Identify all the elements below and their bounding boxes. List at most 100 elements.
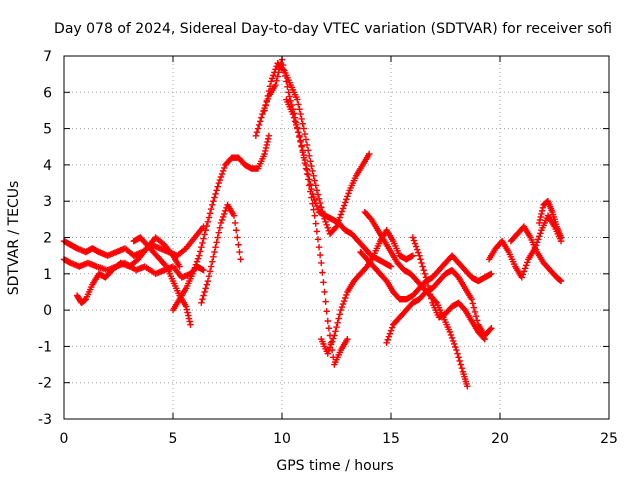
data-point (537, 213, 544, 221)
data-point (520, 268, 528, 275)
data-point (292, 121, 300, 129)
data-point (340, 202, 348, 209)
y-axis-label: SDTVAR / TECUs (6, 181, 22, 296)
data-point (201, 288, 208, 296)
data-point (326, 344, 334, 351)
data-point (343, 196, 350, 203)
data-point (284, 83, 291, 91)
y-tick-label: -3 (38, 412, 52, 428)
x-tick-label: 25 (600, 431, 618, 447)
data-point (387, 327, 395, 334)
y-tick-label: -1 (38, 339, 52, 355)
data-point (332, 224, 339, 232)
data-point (321, 288, 328, 296)
data-point (366, 150, 373, 158)
data-point (330, 335, 337, 342)
data-point (203, 281, 210, 288)
data-point (299, 147, 306, 154)
data-point (221, 164, 228, 172)
series-arc-10 (318, 227, 416, 357)
data-point (337, 211, 345, 218)
data-point (295, 101, 302, 108)
data-point (384, 336, 391, 343)
data-point (536, 216, 544, 224)
data-point (311, 212, 318, 219)
data-point (342, 294, 349, 302)
data-point (451, 340, 458, 348)
data-point (323, 221, 330, 228)
data-point (449, 337, 457, 345)
data-point (212, 190, 219, 198)
data-point (306, 176, 313, 183)
data-point (307, 181, 314, 188)
data-point (314, 191, 322, 198)
data-point (385, 333, 393, 340)
data-point (186, 318, 193, 325)
data-point (481, 335, 488, 343)
y-tick-label: 0 (43, 303, 52, 319)
data-point (261, 104, 268, 112)
data-point (314, 236, 322, 243)
data-point (211, 194, 218, 201)
series-arc-14 (409, 234, 488, 343)
x-tick-label: 20 (491, 431, 509, 447)
data-marks (60, 56, 565, 390)
data-point (422, 274, 430, 281)
data-point (262, 144, 270, 152)
data-point (261, 150, 268, 158)
data-point (518, 274, 525, 281)
x-tick-label: 5 (169, 431, 178, 447)
data-point (297, 137, 304, 144)
grid (64, 56, 609, 419)
axes: 0 5 10 15 20 25 -3 -2 -1 0 1 2 3 4 5 6 7 (38, 49, 618, 447)
data-point (267, 78, 275, 85)
data-point (206, 210, 214, 217)
data-point (316, 251, 324, 259)
data-point (522, 262, 530, 269)
data-point (260, 107, 267, 115)
data-point (300, 125, 307, 132)
y-tick-label: 3 (43, 194, 52, 210)
x-axis-label: GPS time / hours (276, 458, 393, 474)
data-point (486, 326, 494, 333)
data-point (464, 383, 471, 390)
data-point (187, 321, 194, 328)
data-point (457, 361, 464, 368)
data-point (423, 278, 431, 285)
data-point (448, 334, 456, 342)
data-point (387, 263, 395, 270)
data-point (338, 303, 346, 311)
data-point (194, 255, 202, 262)
data-point (320, 279, 327, 286)
data-point (264, 138, 271, 146)
data-point (216, 176, 224, 184)
data-point (286, 93, 293, 100)
data-point (488, 270, 495, 277)
data-point (313, 202, 321, 210)
data-point (315, 243, 323, 251)
data-point (471, 308, 479, 316)
data-point (296, 106, 303, 113)
data-point (205, 214, 213, 221)
data-point (327, 341, 335, 348)
data-point (221, 210, 228, 218)
data-point (274, 73, 281, 80)
data-point (212, 243, 219, 251)
data-point (215, 229, 222, 236)
data-point (199, 239, 206, 247)
data-point (344, 335, 351, 343)
data-point (268, 75, 276, 82)
data-point (312, 199, 319, 207)
data-point (287, 97, 294, 104)
data-point (209, 258, 216, 265)
data-point (468, 296, 475, 303)
data-point (322, 218, 329, 225)
data-point (447, 331, 455, 339)
data-point (303, 166, 311, 173)
data-point (427, 291, 434, 298)
data-point (342, 199, 349, 206)
data-point (318, 204, 325, 211)
series-arc-16 (507, 223, 565, 285)
data-point (205, 273, 213, 280)
